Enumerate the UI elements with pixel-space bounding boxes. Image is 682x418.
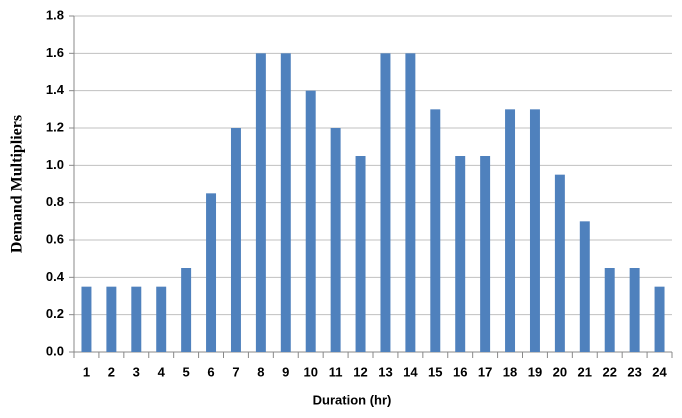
bar — [156, 286, 167, 352]
bar — [529, 109, 540, 352]
x-tick-label: 4 — [158, 364, 166, 379]
x-tick-label: 15 — [428, 364, 442, 379]
bar — [305, 90, 316, 353]
x-tick-label: 10 — [303, 364, 317, 379]
bar — [604, 268, 615, 352]
bar — [505, 109, 516, 352]
x-tick-label: 20 — [553, 364, 567, 379]
bar — [405, 53, 416, 352]
bar — [629, 268, 640, 352]
y-tick-label: 1.4 — [46, 82, 65, 97]
x-tick-label: 24 — [652, 364, 667, 379]
x-tick-label: 1 — [83, 364, 90, 379]
y-tick-label: 0.6 — [46, 231, 64, 246]
bar — [230, 128, 241, 352]
bar — [480, 156, 491, 352]
x-tick-label: 5 — [183, 364, 190, 379]
x-tick-label: 11 — [329, 364, 343, 379]
x-tick-label: 8 — [257, 364, 264, 379]
bar — [455, 156, 466, 352]
bar — [255, 53, 266, 352]
x-tick-label: 17 — [478, 364, 492, 379]
y-tick-label: 1.6 — [46, 45, 64, 60]
x-tick-label: 12 — [353, 364, 367, 379]
x-tick-label: 19 — [528, 364, 542, 379]
y-tick-label: 1.2 — [46, 119, 64, 134]
y-tick-label: 1.8 — [46, 7, 64, 22]
x-tick-label: 9 — [282, 364, 289, 379]
y-tick-label: 0.2 — [46, 306, 64, 321]
y-tick-label: 0.4 — [46, 269, 65, 284]
x-tick-label: 18 — [503, 364, 517, 379]
bar — [81, 286, 92, 352]
x-tick-label: 7 — [232, 364, 239, 379]
x-tick-label: 3 — [133, 364, 140, 379]
bar — [579, 221, 590, 352]
bar — [430, 109, 441, 352]
bar — [181, 268, 192, 352]
x-tick-label: 16 — [453, 364, 467, 379]
y-tick-label: 0.8 — [46, 194, 64, 209]
x-tick-label: 21 — [578, 364, 592, 379]
x-axis-title: Duration (hr) — [313, 392, 392, 407]
y-tick-label: 1.0 — [46, 157, 64, 172]
bar — [355, 156, 366, 352]
x-tick-label: 2 — [108, 364, 115, 379]
x-tick-label: 14 — [403, 364, 418, 379]
bar — [131, 286, 142, 352]
x-tick-label: 6 — [207, 364, 214, 379]
bar — [280, 53, 291, 352]
bar — [380, 53, 391, 352]
x-tick-label: 13 — [378, 364, 392, 379]
x-tick-label: 23 — [627, 364, 641, 379]
bar — [554, 174, 565, 352]
y-tick-label: 0.0 — [46, 343, 64, 358]
y-axis-title: Demand Multipliers — [9, 115, 26, 253]
bar — [330, 128, 341, 352]
bar — [654, 286, 665, 352]
x-tick-label: 22 — [602, 364, 616, 379]
bar — [106, 286, 117, 352]
bar — [206, 193, 217, 352]
